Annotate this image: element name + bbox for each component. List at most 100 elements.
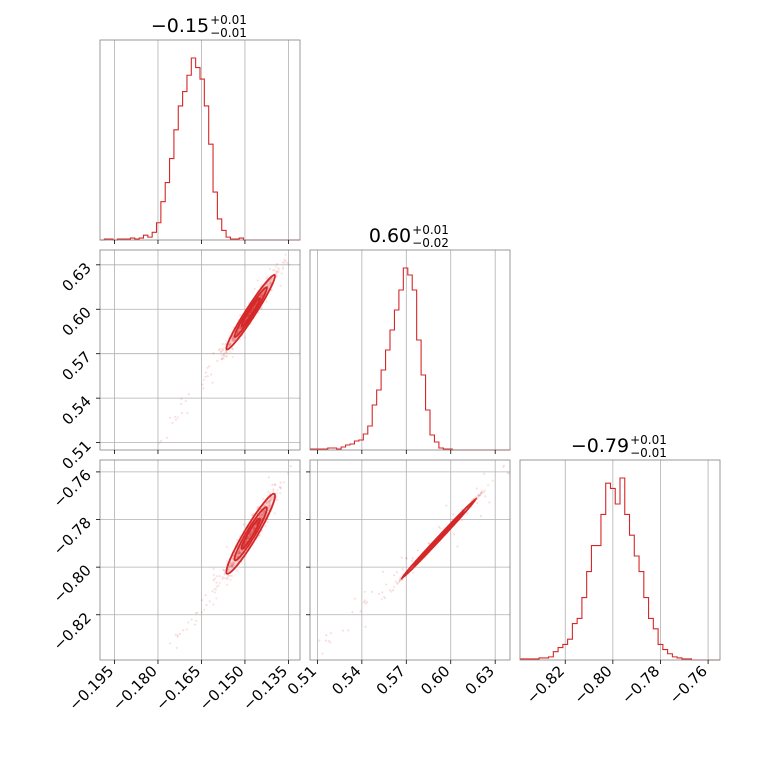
scatter-tail-point [211,381,214,384]
scatter-point [250,309,254,312]
scatter-point [483,489,487,492]
histogram-step-line [310,267,510,451]
scatter-point [260,512,264,516]
scatter-point [246,537,249,540]
scatter-tail-point [196,611,199,614]
scatter-point [264,508,267,511]
scatter-point [236,569,239,572]
scatter-tail-point [377,592,381,595]
scatter-point [267,508,270,511]
scatter-tail-point [353,597,356,600]
scatter-point [264,504,267,507]
scatter-point [239,326,242,329]
scatter-points [318,464,510,655]
scatter-point [256,506,259,509]
scatter-point [224,343,227,346]
scatter-point [223,351,226,355]
scatter-point [239,326,242,329]
scatter-point [238,551,241,554]
scatter-point [265,501,268,505]
scatter-point [383,597,387,600]
scatter-point [392,585,396,589]
scatter-tail-point [257,311,260,314]
scatter-point [220,357,224,360]
scatter-point [260,517,263,520]
scatter-point [230,337,233,341]
scatter-point [236,554,240,557]
scatter-point [273,512,276,515]
scatter-point [225,355,228,358]
scatter-point [270,281,273,284]
panel-title-minus: −0.02 [412,236,449,250]
scatter-tail-point [204,371,207,374]
scatter-point [261,515,264,518]
scatter-point [261,292,265,295]
scatter-tail-point [205,603,208,607]
scatter-point [228,565,231,568]
scatter-point [258,534,261,537]
scatter-point [225,560,229,563]
scatter-point [241,549,244,552]
scatter-tail-point [194,612,198,615]
scatter-point [233,337,236,340]
scatter-point [231,337,234,341]
scatter-point [266,495,269,498]
scatter-point [231,338,234,341]
scatter-tail-point [225,577,228,580]
scatter-point [230,339,233,343]
scatter-tail-point [347,629,350,632]
scatter-point [399,576,402,579]
scatter-tail-point [318,639,321,642]
scatter-point [270,498,273,501]
scatter-tail-point [365,601,369,604]
scatter-tail-point [212,352,215,355]
y-tick-label: −0.80 [50,561,95,606]
scatter-point [255,523,258,527]
scatter-point [231,565,234,569]
scatter-point [237,549,241,552]
scatter-tail-point [224,342,227,345]
scatter-point [265,502,268,505]
scatter-point [239,327,242,330]
y-tick-label: 0.60 [58,303,94,339]
scatter-point [252,527,255,530]
scatter-point [397,580,401,584]
scatter-point [261,293,264,296]
scatter-point [259,514,262,517]
scatter-point [249,533,252,536]
scatter-tail-point [502,464,506,467]
scatter-tail-point [363,599,367,602]
scatter-tail-point [200,599,204,602]
scatter-tail-point [186,411,189,415]
scatter-point [262,511,265,514]
scatter-tail-point [215,575,218,578]
scatter-point [248,535,252,538]
scatter-tail-point [466,512,469,515]
scatter-point [225,351,228,354]
x-tick-label: 0.54 [328,662,364,698]
scatter-tail-point [411,559,414,563]
scatter-tail-point [201,383,204,386]
scatter-point [249,531,252,535]
scatter-point [255,523,258,526]
scatter-point [260,513,264,516]
scatter-point [261,293,264,297]
scatter-point [230,561,233,565]
scatter-point [229,578,232,581]
scatter-point [233,337,237,340]
scatter-point [263,509,266,512]
scatter-frame [309,459,511,661]
scatter-point [388,588,391,592]
scatter-point [270,277,273,280]
panel-title-median: −0.79 [571,435,629,457]
scatter-point [246,538,249,541]
scatter-point [232,337,235,340]
scatter-tail-point [475,487,478,490]
scatter-tail-point [395,571,399,574]
scatter-point [253,526,256,529]
scatter-tail-point [279,487,282,490]
scatter-point [268,505,271,508]
scatter-point [279,486,282,489]
scatter-tail-point [445,504,448,507]
scatter-point [246,535,250,538]
